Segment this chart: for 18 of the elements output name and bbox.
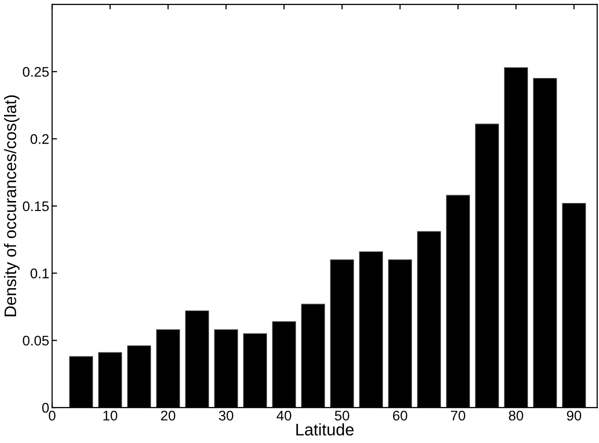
x-tick-label: 0 <box>48 410 56 421</box>
x-tick-label: 70 <box>451 410 466 421</box>
x-tick-label: 90 <box>566 410 582 421</box>
x-tick-label: 80 <box>508 410 524 421</box>
x-tick-label: 10 <box>103 410 118 421</box>
y-tick-label: 0.25 <box>22 66 49 77</box>
y-tick-label: 0 <box>42 402 49 413</box>
y-tick-label: 0.1 <box>30 268 49 278</box>
y-tick-label: 0.15 <box>22 201 49 212</box>
y-tick-label: 0.2 <box>30 134 49 144</box>
x-tick-label: 20 <box>161 410 176 421</box>
x-axis-title: Latitude <box>296 423 354 436</box>
x-tick-label: 40 <box>276 410 292 421</box>
y-tick-label: 0.05 <box>22 336 49 346</box>
x-tick-label: 50 <box>334 410 350 421</box>
x-tick-label: 60 <box>393 410 408 421</box>
y-axis-title: Density of occurances/cos(lat) <box>4 95 20 316</box>
x-tick-label: 30 <box>218 410 234 421</box>
